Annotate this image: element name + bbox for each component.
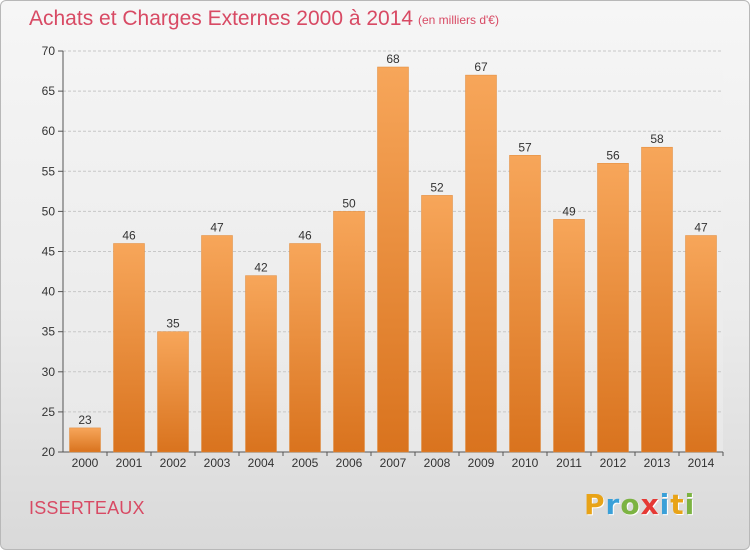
bar-2006: [333, 211, 365, 453]
x-tick-label-2009: 2009: [468, 456, 495, 470]
data-label-2008: 52: [430, 180, 444, 194]
bar-2007: [377, 66, 409, 453]
bar-2002: [157, 331, 189, 453]
y-tick-label: 65: [42, 84, 56, 98]
x-tick-label-2007: 2007: [380, 456, 407, 470]
chart-title: Achats et Charges Externes 2000 à 2014: [29, 7, 414, 30]
data-label-2002: 35: [166, 317, 180, 331]
x-tick-label-2010: 2010: [512, 456, 539, 470]
data-label-2009: 67: [474, 60, 488, 74]
data-label-2004: 42: [254, 261, 268, 275]
bar-2008: [421, 195, 453, 453]
x-tick-label-2011: 2011: [556, 456, 582, 470]
bar-2010: [509, 155, 541, 453]
bar-2003: [201, 235, 233, 453]
data-label-2006: 50: [342, 196, 356, 210]
y-tick-label: 60: [42, 124, 56, 138]
chart-subtitle: (en milliers d'€): [418, 13, 499, 27]
logo-letter: P: [584, 488, 606, 521]
x-tick-labels: 2000 2001 2002 2003 2004 2005 2006 2007 2008 2009…: [72, 456, 715, 470]
proxiti-logo: Proxiti: [584, 488, 695, 521]
x-tick-label-2000: 2000: [72, 456, 99, 470]
y-tick-label: 55: [42, 164, 56, 178]
bar-2014: [685, 235, 717, 453]
bar-2000: [69, 427, 101, 453]
y-tick-label: 40: [42, 285, 56, 299]
x-tick-label-2004: 2004: [248, 456, 275, 470]
logo-letter: i: [684, 488, 696, 521]
data-label-2003: 47: [210, 220, 224, 234]
data-label-2014: 47: [694, 220, 708, 234]
y-tick-label: 70: [42, 44, 56, 58]
y-tick-label: 20: [42, 445, 56, 459]
logo-letter: x: [640, 488, 660, 521]
y-tick-label: 30: [42, 365, 56, 379]
y-tick-label: 50: [42, 204, 56, 218]
y-tick-label: 35: [42, 325, 56, 339]
x-tick-label-2014: 2014: [688, 456, 715, 470]
bar-2009: [465, 74, 497, 453]
bar-2012: [597, 163, 629, 453]
data-label-2011: 49: [562, 204, 576, 218]
bar-2005: [289, 243, 321, 453]
data-label-2001: 46: [122, 228, 136, 242]
data-label-2000: 23: [78, 413, 92, 427]
y-tick-label: 25: [42, 405, 56, 419]
x-tick-label-2003: 2003: [204, 456, 231, 470]
x-tick-label-2008: 2008: [424, 456, 451, 470]
x-tick-label-2013: 2013: [644, 456, 671, 470]
bars: [69, 66, 717, 453]
logo-letter: t: [670, 488, 685, 521]
logo-letter: i: [659, 488, 671, 521]
x-tick-label-2005: 2005: [292, 456, 319, 470]
bar-2001: [113, 243, 145, 453]
x-tick-label-2012: 2012: [600, 456, 627, 470]
data-label-2007: 68: [386, 52, 400, 66]
data-label-2012: 56: [606, 148, 620, 162]
commune-name: ISSERTEAUX: [29, 498, 145, 518]
x-tick-label-2002: 2002: [160, 456, 187, 470]
logo-letter: r: [605, 488, 621, 521]
logo-letter: o: [620, 488, 641, 521]
y-tick-labels: 20 25 30 35 40 45 50 55 60 65 70: [42, 44, 56, 459]
bar-2004: [245, 275, 277, 453]
x-tick-label-2006: 2006: [336, 456, 363, 470]
data-label-2005: 46: [298, 228, 312, 242]
data-label-2010: 57: [518, 140, 532, 154]
bar-2013: [641, 146, 673, 453]
bar-2011: [553, 219, 585, 453]
y-tick-label: 45: [42, 245, 56, 259]
data-labels: 23 46 35 47 42 46 50 68 52 67 57 49 56 58 47: [78, 52, 708, 427]
data-label-2013: 58: [650, 132, 664, 146]
x-tick-label-2001: 2001: [116, 456, 143, 470]
